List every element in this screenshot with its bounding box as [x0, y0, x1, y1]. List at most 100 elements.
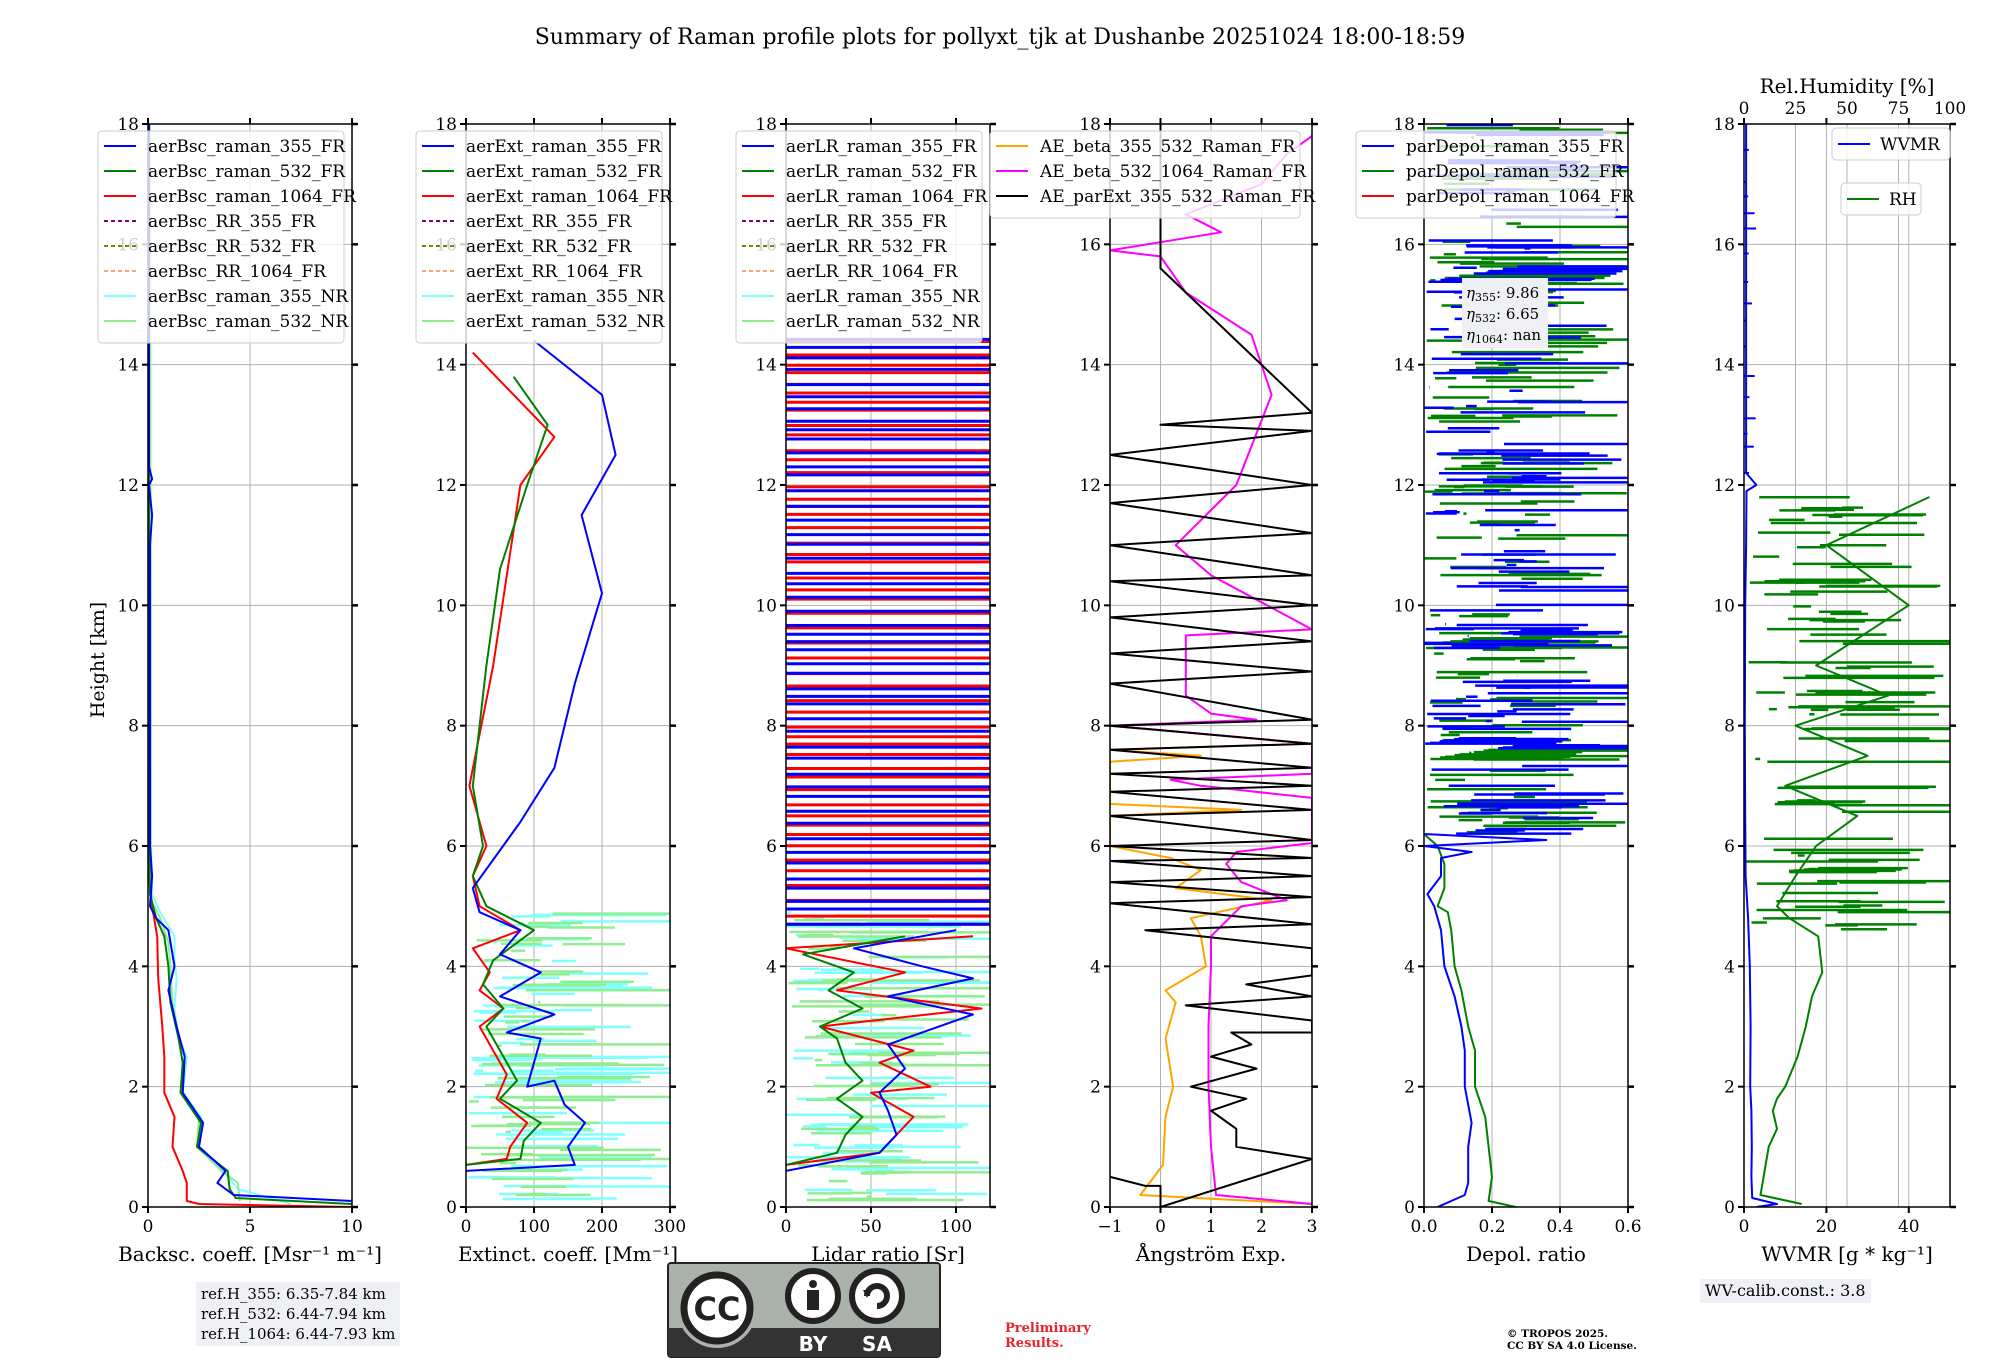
share-alike-icon — [849, 1268, 905, 1324]
ref-height-532: ref.H_532: 6.44-7.94 km — [201, 1305, 386, 1323]
series-RH — [1744, 496, 1950, 1205]
plot-area — [466, 339, 670, 1201]
y-tick-label: 14 — [1713, 356, 1735, 376]
y-tick-label: 0 — [1404, 1198, 1415, 1218]
x-axis-label: Backsc. coeff. [Msr⁻¹ m⁻¹] — [118, 1242, 382, 1266]
legend-box — [1831, 127, 1951, 161]
cc-label: CC — [694, 1290, 741, 1328]
legend: aerBsc_raman_355_FR aerBsc_raman_532_FRae… — [97, 130, 357, 344]
y-tick-label: 10 — [1393, 596, 1415, 616]
y-tick-label: 16 — [1079, 235, 1101, 255]
series-line — [1744, 124, 1778, 1207]
legend-box — [97, 130, 345, 344]
x-tick-label: 200 — [586, 1217, 618, 1237]
series-line — [1759, 496, 1930, 1205]
series-line — [466, 351, 556, 1166]
legend-label: AE_parExt_355_532_Raman_FR — [1039, 187, 1316, 207]
x-tick-label: 0 — [461, 1217, 472, 1237]
legend-label: aerExt_raman_532_FR — [466, 162, 662, 182]
x-tick-label: 10 — [341, 1217, 363, 1237]
y-tick-label: 4 — [766, 957, 777, 977]
y-tick-label: 10 — [1079, 596, 1101, 616]
cc-icon — [680, 1271, 754, 1345]
figure-title: Summary of Raman profile plots for polly… — [535, 25, 1466, 50]
y-tick-label: 12 — [1713, 476, 1735, 496]
y-tick-label: 8 — [1404, 717, 1415, 737]
y-tick-label: 14 — [1393, 356, 1415, 376]
series-WVMR — [1744, 124, 1778, 1207]
legend-label: aerLR_raman_532_NR — [786, 312, 981, 332]
legend-box — [989, 130, 1301, 219]
x-tick-label: 0 — [1739, 1217, 1750, 1237]
y-tick-label: 2 — [1404, 1078, 1415, 1098]
top-x-tick-label: 75 — [1888, 99, 1910, 119]
legend-label: aerBsc_raman_532_FR — [148, 162, 346, 182]
legend-label: aerBsc_RR_355_FR — [148, 212, 316, 232]
series-aerLR_raman_1064_FR — [786, 339, 990, 1166]
series-aerExt_raman_355_NR — [468, 913, 670, 1201]
series-line — [148, 124, 352, 1207]
series-AE_parExt_355_532_Raman_FR — [1110, 124, 1312, 1207]
x-axis-label: Ångström Exp. — [1135, 1241, 1286, 1266]
legend-label: aerExt_raman_1064_FR — [466, 187, 673, 207]
legend-label: aerBsc_RR_532_FR — [148, 237, 316, 257]
top-x-tick-label: 50 — [1836, 99, 1858, 119]
x-tick-label: 300 — [654, 1217, 686, 1237]
legend-label: WVMR — [1880, 135, 1941, 155]
x-tick-label: 0 — [781, 1217, 792, 1237]
series-line — [148, 124, 352, 1205]
x-axis-label: Depol. ratio — [1466, 1242, 1586, 1266]
y-tick-label: 18 — [1393, 115, 1415, 135]
x-tick-label: 0.4 — [1546, 1217, 1573, 1237]
series-aerLR_raman_532_FR — [786, 935, 906, 1166]
ref-height-355: ref.H_355: 6.35-7.84 km — [201, 1285, 386, 1303]
top-x-tick-label: 25 — [1785, 99, 1807, 119]
y-tick-label: 2 — [766, 1078, 777, 1098]
panel-lr: 024681012141618050100Lidar ratio [Sr]aer… — [735, 115, 996, 1266]
legend-label: aerBsc_raman_1064_FR — [148, 187, 357, 207]
legend-label: aerLR_RR_1064_FR — [786, 262, 959, 282]
top-x-tick-label: 0 — [1739, 99, 1750, 119]
series-line — [1424, 833, 1548, 1207]
y-tick-label: 8 — [128, 717, 139, 737]
series-line — [786, 935, 906, 1166]
legend-label: aerLR_raman_1064_FR — [786, 187, 988, 207]
legend-label: aerLR_raman_532_FR — [786, 162, 978, 182]
y-tick-label: 18 — [755, 115, 777, 135]
by-label: BY — [799, 1332, 828, 1356]
y-tick-label: 6 — [446, 837, 457, 857]
series-aerExt_raman_532_FR — [466, 376, 549, 1166]
plot-area — [786, 337, 990, 1202]
series-aerBsc_raman_355_FR — [148, 124, 352, 1202]
legend-label: aerExt_RR_1064_FR — [466, 262, 643, 282]
y-tick-label: 12 — [1079, 476, 1101, 496]
series-aerExt_raman_355_FR — [466, 339, 617, 1172]
y-tick-label: 12 — [755, 476, 777, 496]
y-tick-label: 10 — [117, 596, 139, 616]
cc-by-sa-license-badge: CC BY SA — [667, 1262, 941, 1358]
legend-label: aerLR_raman_355_FR — [786, 137, 978, 157]
axes-frame — [785, 123, 991, 1208]
legend: parDepol_raman_355_FR parDepol_raman_532_… — [1355, 130, 1635, 219]
y-tick-label: 0 — [1090, 1198, 1101, 1218]
copyright-note: © TROPOS 2025. CC BY SA 4.0 License. — [1507, 1328, 1637, 1352]
legend-label: parDepol_raman_1064_FR — [1406, 187, 1635, 207]
legend-RH: RH — [1840, 182, 1922, 216]
y-tick-label: 8 — [446, 717, 457, 737]
y-tick-label: 18 — [1079, 115, 1101, 135]
plot-area — [1424, 124, 1628, 1207]
y-tick-label: 18 — [117, 115, 139, 135]
plot-area — [1110, 124, 1312, 1207]
axes-frame — [465, 123, 671, 1208]
y-tick-label: 6 — [128, 837, 139, 857]
preliminary-line-2: Results. — [1005, 1336, 1064, 1351]
series-line — [466, 339, 617, 1172]
legend-label: aerBsc_raman_355_NR — [148, 287, 349, 307]
y-tick-label: 4 — [446, 957, 457, 977]
legend-label: parDepol_raman_355_FR — [1406, 137, 1625, 157]
legend-label: aerExt_RR_355_FR — [466, 212, 632, 232]
ref-height-1064: ref.H_1064: 6.44-7.93 km — [201, 1325, 396, 1343]
y-tick-label: 6 — [1404, 837, 1415, 857]
x-tick-label: 0.6 — [1614, 1217, 1641, 1237]
